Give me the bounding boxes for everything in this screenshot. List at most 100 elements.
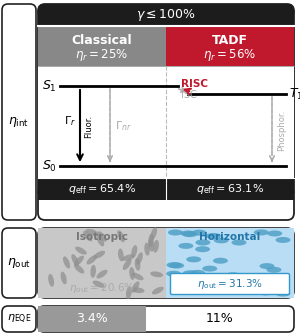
Text: RISC: RISC [181,79,208,89]
Ellipse shape [186,256,201,262]
Bar [38,11,294,26]
FancyBboxPatch shape [38,228,294,298]
Ellipse shape [166,271,181,277]
Ellipse shape [131,245,137,258]
FancyBboxPatch shape [2,228,36,298]
Ellipse shape [96,235,104,246]
Bar [45,193,287,200]
FancyBboxPatch shape [38,4,294,48]
Ellipse shape [148,234,154,247]
Ellipse shape [254,229,269,236]
FancyBboxPatch shape [2,4,36,220]
Text: $S_1$: $S_1$ [42,78,57,93]
Ellipse shape [150,227,157,240]
Ellipse shape [97,231,107,242]
Ellipse shape [177,286,192,291]
Text: $T_1$: $T_1$ [289,86,300,101]
Bar [38,178,294,200]
Ellipse shape [90,265,96,278]
FancyBboxPatch shape [38,4,294,220]
Text: $\eta_\mathrm{int}$: $\eta_\mathrm{int}$ [8,115,30,129]
Ellipse shape [136,252,143,265]
Text: $\eta_r = 25\%$: $\eta_r = 25\%$ [76,47,128,63]
Text: $S_0$: $S_0$ [42,159,57,174]
Ellipse shape [126,286,132,299]
Ellipse shape [94,251,105,259]
Text: Fluor.: Fluor. [84,115,93,137]
Ellipse shape [74,256,84,266]
Ellipse shape [132,273,144,280]
Ellipse shape [63,256,70,268]
Bar [38,306,146,332]
Text: 11%: 11% [206,312,234,326]
Text: $q_\mathrm{eff} = 63.1\%$: $q_\mathrm{eff} = 63.1\%$ [196,182,264,196]
Ellipse shape [150,271,163,277]
Text: $\eta_\mathrm{out}$: $\eta_\mathrm{out}$ [7,256,31,270]
Ellipse shape [168,229,183,236]
Ellipse shape [180,230,195,237]
Ellipse shape [275,237,290,243]
Ellipse shape [256,282,272,288]
Bar [38,26,166,66]
Ellipse shape [268,285,283,291]
Ellipse shape [83,231,92,242]
Ellipse shape [202,265,217,271]
Ellipse shape [122,254,135,261]
Ellipse shape [93,281,105,288]
Bar [166,26,294,66]
Ellipse shape [250,280,265,286]
Ellipse shape [148,239,154,252]
Bar [166,228,294,298]
Text: Horizontal: Horizontal [200,232,261,242]
FancyBboxPatch shape [2,306,36,332]
Ellipse shape [190,270,205,276]
Text: ISC: ISC [181,90,197,100]
Ellipse shape [123,259,131,270]
Ellipse shape [144,243,150,256]
Text: Phosphor.: Phosphor. [277,110,286,151]
Text: $\eta_\mathrm{out} = 20.6\%$: $\eta_\mathrm{out} = 20.6\%$ [69,281,135,295]
Text: $\Gamma_r$: $\Gamma_r$ [64,114,76,128]
Ellipse shape [195,240,210,246]
Ellipse shape [236,280,250,286]
Ellipse shape [206,233,221,239]
Ellipse shape [86,255,97,264]
Ellipse shape [258,289,273,295]
Ellipse shape [61,271,67,284]
Ellipse shape [218,277,232,283]
Ellipse shape [213,258,228,264]
Text: $\gamma \leq 100\%$: $\gamma \leq 100\%$ [136,7,196,23]
Ellipse shape [182,231,197,237]
Text: $\eta_\mathrm{out} = 31.3\%$: $\eta_\mathrm{out} = 31.3\%$ [197,277,263,291]
Ellipse shape [152,287,164,294]
Bar [38,66,294,178]
Ellipse shape [266,267,281,273]
FancyBboxPatch shape [170,274,290,294]
Ellipse shape [178,243,194,249]
Text: $\eta_\mathrm{EQE}$: $\eta_\mathrm{EQE}$ [7,312,31,326]
Text: $\Gamma_{nr}$: $\Gamma_{nr}$ [115,119,132,133]
Ellipse shape [129,267,135,280]
Bar [38,228,166,298]
Ellipse shape [131,281,140,293]
Ellipse shape [74,264,84,274]
Ellipse shape [196,279,211,285]
Ellipse shape [117,230,125,242]
Ellipse shape [71,254,79,266]
FancyBboxPatch shape [38,306,294,332]
Ellipse shape [75,247,87,255]
Text: Classical: Classical [72,34,132,46]
Text: 3.4%: 3.4% [76,312,108,326]
Ellipse shape [96,270,107,279]
Ellipse shape [153,240,159,253]
Polygon shape [38,11,45,18]
Ellipse shape [262,287,277,292]
Ellipse shape [195,246,210,252]
Ellipse shape [85,229,98,235]
Ellipse shape [169,262,184,268]
Polygon shape [287,186,294,193]
Polygon shape [38,186,45,193]
Bar [45,4,287,11]
Ellipse shape [118,249,124,261]
Ellipse shape [183,270,198,276]
